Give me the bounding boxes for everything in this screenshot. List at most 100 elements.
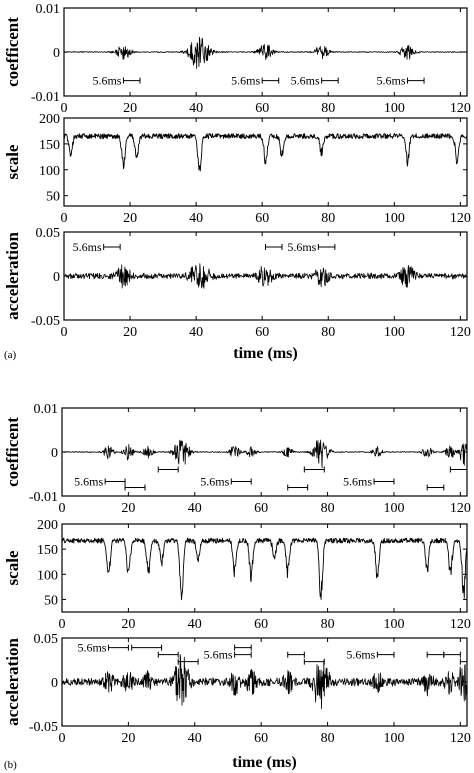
annotation-5-6ms (234, 644, 252, 651)
x-tick-label: 100 (383, 617, 404, 632)
y-tick-label: 0 (53, 46, 60, 61)
x-tick-label: 0 (59, 501, 66, 516)
annotation-label: 5.6ms (287, 240, 316, 254)
y-tick-label: 100 (39, 164, 60, 179)
y-tick-label: 0.05 (34, 632, 59, 647)
y-axis-label: acceleration (3, 232, 22, 320)
annotation-5-6ms: 5.6ms (204, 648, 252, 662)
axes-frame (61, 523, 468, 613)
y-axis-label: coefficent (3, 417, 22, 487)
annotation-5-6ms (426, 484, 445, 491)
x-tick-label: 120 (450, 325, 471, 340)
annotation-5-6ms (426, 651, 445, 658)
x-tick-label: 0 (61, 211, 68, 226)
x-tick-label: 40 (189, 211, 203, 226)
annotation-5-6ms: 5.6ms (291, 74, 339, 88)
x-tick-label: 40 (188, 501, 202, 516)
annotation-5-6ms: 5.6ms (92, 74, 141, 88)
y-tick-label: 0.01 (34, 402, 59, 417)
x-tick-label: 60 (255, 101, 269, 116)
x-tick-label: 20 (123, 211, 137, 226)
annotation-5-6ms (287, 651, 305, 658)
annotation-5-6ms: 5.6ms (74, 474, 126, 488)
y-tick-label: 0.05 (36, 226, 61, 241)
annotation-label: 5.6ms (74, 474, 103, 488)
y-tick-label: 0 (51, 446, 58, 461)
x-tick-label: 100 (384, 101, 405, 116)
annotation-5-6ms (157, 466, 179, 473)
x-tick-label: 20 (123, 101, 137, 116)
signal-line (63, 133, 468, 172)
x-axis-label: time (ms) (233, 345, 297, 362)
signal-line (61, 654, 468, 710)
y-tick-label: 150 (39, 138, 60, 153)
annotation-5-6ms (287, 484, 309, 491)
annotation-5-6ms: 5.6ms (377, 74, 425, 88)
annotation-label: 5.6ms (204, 648, 233, 662)
x-tick-label: 80 (321, 325, 335, 340)
annotation-5-6ms (265, 243, 283, 250)
panel-label: (a) (4, 349, 17, 361)
y-axis-label: acceleration (3, 638, 22, 726)
x-tick-label: 0 (61, 101, 68, 116)
x-tick-label: 120 (450, 731, 471, 746)
annotation-label: 5.6ms (231, 74, 260, 88)
x-tick-label: 60 (254, 731, 268, 746)
x-tick-label: 80 (321, 101, 335, 116)
x-tick-label: 80 (321, 501, 335, 516)
annotation-5-6ms (449, 466, 468, 473)
x-tick-label: 60 (254, 617, 268, 632)
x-tick-label: 80 (321, 211, 335, 226)
x-tick-label: 120 (450, 617, 471, 632)
y-tick-label: 200 (37, 518, 58, 533)
signal-line (62, 439, 468, 469)
annotation-label: 5.6ms (92, 74, 121, 88)
x-tick-label: 20 (121, 731, 135, 746)
annotation-label: 5.6ms (291, 74, 320, 88)
x-tick-label: 60 (255, 325, 269, 340)
y-tick-label: -0.05 (29, 720, 58, 735)
x-tick-label: 60 (255, 211, 269, 226)
annotation-5-6ms (303, 658, 325, 665)
x-tick-label: 60 (254, 501, 268, 516)
x-tick-label: 80 (321, 731, 335, 746)
x-tick-label: 0 (59, 617, 66, 632)
y-tick-label: 0.01 (36, 2, 61, 17)
x-tick-label: 80 (321, 617, 335, 632)
x-tick-label: 100 (383, 501, 404, 516)
x-tick-label: 40 (189, 325, 203, 340)
y-tick-label: 150 (37, 543, 58, 558)
y-tick-label: 200 (39, 112, 60, 127)
annotation-5-6ms (177, 658, 199, 665)
x-tick-label: 40 (188, 731, 202, 746)
x-axis-label: time (ms) (232, 754, 296, 771)
y-tick-label: -0.05 (31, 314, 60, 329)
annotation-label: 5.6ms (377, 74, 406, 88)
annotation-5-6ms: 5.6ms (77, 641, 129, 655)
subplot-b-2: 0 20 40 60 80 100 120 50 100 150 200 scale (3, 518, 471, 632)
y-tick-label: 0 (53, 270, 60, 285)
y-axis-label: scale (3, 144, 22, 179)
x-tick-label: 100 (384, 325, 405, 340)
y-tick-label: -0.01 (29, 490, 58, 505)
x-tick-label: 40 (189, 101, 203, 116)
annotation-label: 5.6ms (77, 641, 106, 655)
annotation-label: 5.6ms (343, 474, 372, 488)
annotation-5-6ms: 5.6ms (231, 74, 280, 88)
annotation-5-6ms (303, 466, 325, 473)
y-axis-label: coefficent (3, 17, 22, 87)
x-tick-label: 0 (61, 325, 68, 340)
annotation-5-6ms: 5.6ms (343, 474, 395, 488)
x-tick-label: 120 (450, 101, 471, 116)
y-tick-label: -0.01 (31, 90, 60, 105)
annotation-5-6ms (131, 644, 163, 651)
subplot-a-2: 0 20 40 60 80 100 120 50 100 150 200 scale (3, 112, 471, 226)
annotation-5-6ms (124, 484, 146, 491)
annotation-5-6ms: 5.6ms (346, 648, 395, 662)
y-tick-label: 0 (51, 676, 58, 691)
annotation-label: 5.6ms (346, 648, 375, 662)
